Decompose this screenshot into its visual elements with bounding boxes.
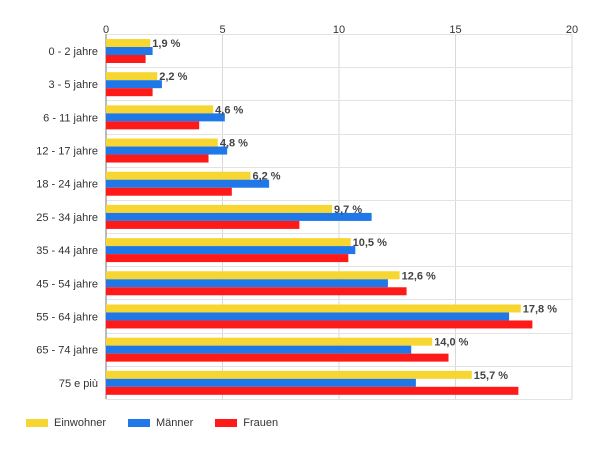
- bar-einwohner: [106, 238, 351, 247]
- bar-frauen: [106, 55, 146, 63]
- data-label: 2,2 %: [159, 71, 187, 83]
- x-tick-label: 0: [103, 24, 109, 36]
- legend-swatch-einwohner: [26, 419, 48, 427]
- data-label: 4,8 %: [220, 138, 248, 150]
- bar-frauen: [106, 254, 349, 263]
- bar-frauen: [106, 320, 533, 329]
- x-tick-label: 15: [449, 24, 461, 36]
- bar-einwohner: [106, 304, 521, 313]
- bar-mnner: [106, 179, 270, 188]
- x-tick-label: 10: [333, 24, 345, 36]
- bar-einwohner: [106, 370, 472, 379]
- bar-einwohner: [106, 271, 400, 280]
- bar-mnner: [106, 345, 412, 354]
- legend-label-frauen: Frauen: [243, 417, 279, 429]
- x-tick-label: 20: [566, 24, 578, 36]
- bar-einwohner: [106, 105, 214, 114]
- bar-mnner: [106, 378, 416, 387]
- bar-mnner: [106, 279, 388, 288]
- data-label: 14,0 %: [434, 337, 468, 349]
- y-category-label: 3 - 5 jahre: [48, 79, 98, 91]
- y-category-label: 25 - 34 jahre: [36, 212, 98, 224]
- bar-einwohner: [106, 204, 333, 213]
- y-category-label: 55 - 64 jahre: [36, 311, 98, 323]
- bar-einwohner: [106, 72, 158, 81]
- legend-swatch-frauen: [215, 419, 238, 427]
- legend-item-maenner: Männer: [127, 417, 194, 429]
- bar-mnner: [106, 146, 228, 155]
- y-category-label: 12 - 17 jahre: [36, 146, 98, 158]
- legend-item-frauen: Frauen: [215, 417, 278, 429]
- legend-label-einwohner: Einwohner: [54, 417, 106, 429]
- data-label: 6,2 %: [252, 171, 280, 183]
- bar-frauen: [106, 220, 300, 229]
- y-category-label: 45 - 54 jahre: [36, 278, 98, 290]
- data-label: 4,6 %: [215, 104, 243, 116]
- bar-frauen: [106, 353, 449, 362]
- y-category-label: 18 - 24 jahre: [36, 179, 98, 191]
- bar-frauen: [106, 187, 232, 196]
- bar-frauen: [106, 386, 519, 395]
- bar-mnner: [106, 246, 356, 255]
- bar-einwohner: [106, 138, 218, 147]
- bar-einwohner: [106, 337, 433, 346]
- bar-frauen: [106, 88, 153, 97]
- legend-item-einwohner: Einwohner: [26, 417, 106, 429]
- y-category-label: 35 - 44 jahre: [36, 245, 98, 257]
- legend-swatch-maenner: [127, 419, 150, 427]
- bar-mnner: [106, 80, 162, 89]
- bar-einwohner: [106, 171, 251, 180]
- bar-frauen: [106, 287, 407, 296]
- legend: Einwohner Männer Frauen: [26, 417, 278, 429]
- data-label: 15,7 %: [474, 370, 508, 382]
- bar-mnner: [106, 212, 372, 221]
- data-label: 10,5 %: [353, 237, 387, 249]
- data-label: 17,8 %: [523, 303, 557, 315]
- legend-label-maenner: Männer: [155, 417, 194, 429]
- bar-mnner: [106, 47, 153, 55]
- bar-mnner: [106, 113, 225, 122]
- bar-frauen: [106, 121, 200, 130]
- y-category-label: 75 e più: [59, 378, 98, 390]
- data-label: 12,6 %: [402, 270, 436, 282]
- bar-frauen: [106, 154, 209, 163]
- y-category-label: 65 - 74 jahre: [36, 345, 98, 357]
- bar-einwohner: [106, 39, 151, 47]
- y-category-label: 0 - 2 jahre: [48, 46, 98, 58]
- x-tick-label: 5: [219, 24, 225, 36]
- y-category-label: 6 - 11 jahre: [43, 112, 98, 124]
- data-label: 1,9 %: [152, 38, 180, 50]
- bar-mnner: [106, 312, 510, 321]
- data-label: 9,7 %: [334, 204, 362, 216]
